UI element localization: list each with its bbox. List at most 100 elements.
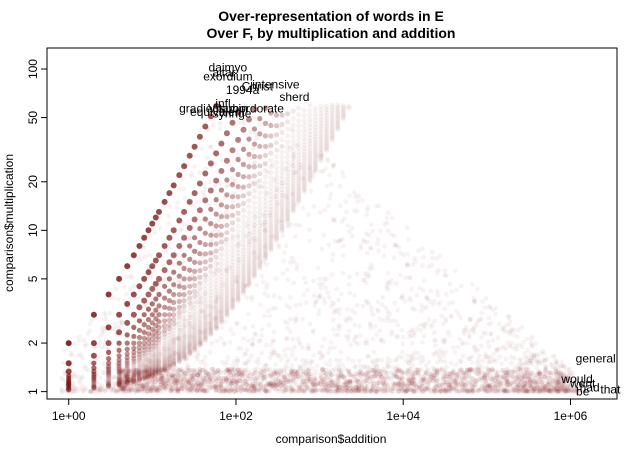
data-point bbox=[122, 327, 128, 333]
data-point bbox=[192, 324, 198, 330]
data-point bbox=[285, 144, 291, 150]
data-point bbox=[131, 375, 137, 381]
data-point bbox=[272, 177, 277, 183]
data-point bbox=[251, 229, 257, 235]
data-point bbox=[370, 228, 375, 234]
data-point bbox=[251, 188, 257, 194]
data-point bbox=[240, 193, 247, 199]
data-point bbox=[229, 167, 236, 173]
data-point bbox=[66, 385, 72, 391]
data-point bbox=[145, 364, 152, 370]
data-point bbox=[483, 351, 488, 357]
data-point bbox=[307, 112, 313, 118]
data-point bbox=[170, 252, 177, 259]
data-point bbox=[273, 238, 280, 244]
data-point bbox=[257, 154, 263, 160]
data-point bbox=[250, 324, 256, 329]
data-point bbox=[213, 278, 219, 284]
data-point bbox=[197, 323, 203, 329]
data-point bbox=[268, 184, 274, 190]
data-point bbox=[324, 112, 330, 119]
data-point bbox=[409, 340, 415, 346]
data-point bbox=[166, 326, 172, 332]
data-point bbox=[279, 228, 285, 234]
data-point bbox=[279, 176, 285, 182]
data-point bbox=[257, 116, 263, 122]
data-point bbox=[254, 282, 260, 288]
data-point bbox=[106, 381, 112, 387]
data-point bbox=[240, 213, 247, 220]
data-point bbox=[252, 132, 258, 137]
data-point bbox=[218, 297, 224, 303]
data-point bbox=[171, 342, 177, 348]
data-point bbox=[145, 336, 152, 342]
data-point bbox=[268, 223, 274, 229]
data-point bbox=[224, 222, 230, 228]
data-point bbox=[431, 338, 437, 344]
data-point bbox=[218, 270, 224, 276]
data-point bbox=[213, 313, 219, 319]
data-point bbox=[323, 361, 329, 366]
data-point bbox=[235, 345, 241, 351]
data-point bbox=[281, 250, 287, 256]
data-point bbox=[244, 347, 250, 353]
data-point bbox=[153, 365, 159, 371]
data-point bbox=[171, 269, 177, 275]
data-point bbox=[132, 312, 138, 317]
data-point bbox=[340, 169, 345, 175]
data-point bbox=[162, 350, 168, 356]
data-point bbox=[91, 384, 97, 390]
data-point bbox=[483, 305, 488, 310]
data-point bbox=[218, 214, 224, 220]
data-point bbox=[181, 339, 187, 345]
data-point bbox=[166, 221, 172, 226]
data-point bbox=[393, 281, 399, 286]
data-point bbox=[268, 193, 274, 199]
data-point bbox=[91, 373, 97, 379]
data-point bbox=[233, 382, 239, 388]
data-point bbox=[382, 244, 387, 250]
data-point bbox=[181, 340, 187, 346]
data-point bbox=[352, 292, 357, 298]
data-point bbox=[218, 246, 224, 252]
data-point bbox=[91, 382, 97, 388]
data-point bbox=[166, 344, 172, 350]
data-point bbox=[249, 179, 255, 185]
data-point bbox=[124, 371, 130, 377]
data-point bbox=[234, 274, 239, 280]
data-point bbox=[170, 227, 177, 234]
data-point bbox=[124, 376, 130, 382]
data-point bbox=[141, 343, 147, 348]
data-point bbox=[479, 334, 484, 340]
data-point bbox=[240, 248, 247, 254]
data-point bbox=[197, 315, 203, 321]
data-point bbox=[202, 311, 208, 317]
data-point bbox=[279, 201, 285, 207]
data-point bbox=[235, 238, 241, 244]
data-point bbox=[145, 338, 151, 344]
data-point bbox=[208, 298, 214, 304]
data-point bbox=[290, 192, 296, 198]
data-point bbox=[251, 164, 257, 170]
data-point bbox=[224, 247, 230, 254]
data-point bbox=[324, 109, 330, 116]
data-point bbox=[176, 273, 182, 279]
data-point bbox=[190, 274, 196, 280]
data-point bbox=[181, 345, 187, 351]
data-point bbox=[338, 237, 343, 243]
data-point bbox=[273, 200, 280, 206]
data-point bbox=[66, 386, 72, 392]
data-point bbox=[202, 123, 209, 130]
data-point bbox=[400, 334, 406, 340]
data-point bbox=[559, 359, 564, 365]
data-point bbox=[90, 352, 97, 359]
data-point bbox=[531, 388, 536, 394]
data-point bbox=[257, 163, 263, 169]
data-point bbox=[192, 309, 198, 315]
data-point bbox=[91, 379, 97, 385]
data-point bbox=[391, 255, 397, 260]
data-point bbox=[246, 357, 252, 363]
data-point bbox=[181, 163, 188, 170]
data-point bbox=[156, 333, 162, 339]
data-point bbox=[208, 257, 214, 263]
